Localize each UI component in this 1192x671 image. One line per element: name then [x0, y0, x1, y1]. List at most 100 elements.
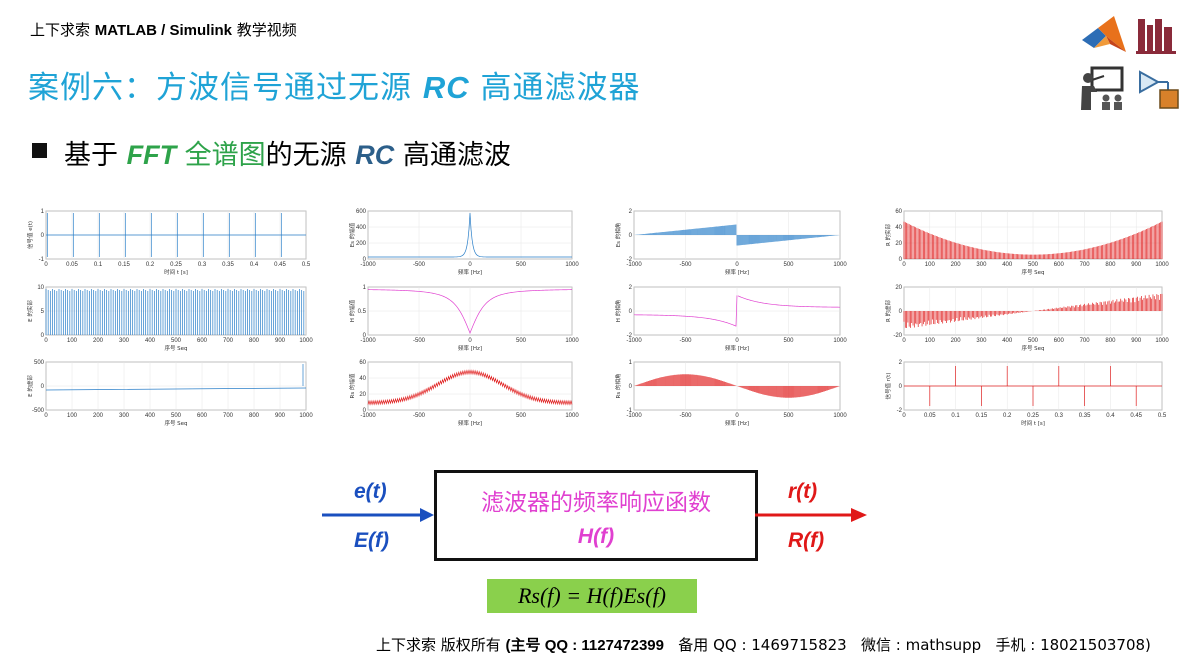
x-tick-label: 0.2 [146, 262, 155, 268]
y-tick-label: 1 [629, 360, 633, 366]
y-axis-label: R 的实部 [884, 223, 892, 246]
x-tick-label: 200 [93, 413, 104, 419]
y-tick-label: 0 [629, 384, 633, 390]
output-freq-label: R(f) [788, 529, 825, 552]
y-axis-label: H 的幅值 [348, 299, 356, 322]
x-tick-label: 0 [735, 338, 739, 344]
x-tick-label: -500 [679, 262, 692, 268]
x-tick-label: -1000 [626, 262, 642, 268]
y-tick-label: 600 [356, 209, 367, 215]
books-icon [1136, 15, 1176, 59]
y-tick-label: 500 [34, 360, 45, 366]
filter-title: 滤波器的频率响应函数 [481, 490, 711, 516]
plot-trace [634, 374, 840, 398]
output-arrow [755, 508, 867, 522]
x-tick-label: 500 [171, 413, 182, 419]
y-tick-label: 60 [895, 209, 902, 215]
y-tick-label: 0 [899, 384, 903, 390]
x-axis-label: 频率 [Hz] [458, 419, 482, 427]
x-tick-label: -500 [413, 413, 426, 419]
input-freq-label: E(f) [354, 529, 389, 552]
x-tick-label: 1000 [565, 262, 579, 268]
x-tick-label: -500 [413, 338, 426, 344]
subplot-2: 0 100 200 300 400 500 600 700 800 900 1000 10 5 0 序号 S… [26, 285, 313, 359]
plot-trace [903, 293, 1163, 328]
y-tick-label: 20 [359, 392, 366, 398]
plot-trace [367, 369, 573, 406]
subplot-3: 0 100 200 300 400 500 600 700 800 900 1000 500 0 -500… [26, 360, 313, 434]
bullet-square-icon [32, 143, 47, 158]
y-tick-label: 1 [363, 285, 367, 291]
x-axis-label: 序号 Seq [164, 344, 187, 352]
y-tick-label: 0 [363, 333, 367, 339]
y-tick-label: 2 [629, 209, 633, 215]
x-tick-label: 0 [44, 262, 48, 268]
y-tick-label: -2 [897, 408, 903, 414]
subplot-9: -1000 -500 0 500 1000 1 0 -1 频率 [Hz] Rs 的相角 [614, 360, 847, 434]
x-tick-label: 0 [468, 413, 472, 419]
x-tick-label: 100 [925, 262, 936, 268]
subplot-10: 0 100 200 300 400 500 600 700 800 900 1000 60 40 20 0 序… [884, 209, 1169, 283]
x-tick-label: 0.25 [1027, 413, 1039, 419]
x-tick-label: 100 [67, 338, 78, 344]
x-tick-label: 0.15 [118, 262, 130, 268]
y-tick-label: 10 [37, 285, 44, 291]
x-tick-label: 400 [1002, 338, 1013, 344]
x-tick-label: 1000 [833, 338, 847, 344]
subplot-12: 0 0.05 0.1 0.15 0.2 0.25 0.3 0.35 0.4 0.45 0.5 2 0 -2… [884, 360, 1168, 434]
y-tick-label: 200 [356, 241, 367, 247]
page-title: 案例六：方波信号通过无源 RC 高通滤波器 [28, 70, 641, 106]
y-tick-label: 1 [41, 209, 45, 215]
x-tick-label: 0.15 [976, 413, 988, 419]
x-tick-label: 400 [145, 338, 156, 344]
x-tick-label: 1000 [1155, 338, 1169, 344]
x-tick-label: 700 [223, 413, 234, 419]
plot-trace [633, 295, 841, 327]
x-tick-label: 0.45 [1130, 413, 1142, 419]
x-tick-label: 0 [902, 262, 906, 268]
x-tick-label: 500 [516, 413, 527, 419]
y-axis-label: H 的相角 [614, 300, 622, 322]
x-tick-label: 1000 [833, 413, 847, 419]
x-tick-label: 800 [1105, 338, 1116, 344]
y-tick-label: 20 [895, 241, 902, 247]
y-tick-label: 0 [41, 384, 45, 390]
x-axis-label: 频率 [Hz] [725, 268, 749, 276]
x-tick-label: -1000 [360, 338, 376, 344]
subplot-6: -1000 -500 0 500 1000 60 40 20 0 频率 [Hz] Rs 的幅值 [348, 360, 579, 434]
footer-copyright: 上下求索 版权所有 (主号 QQ : 1127472399 备用 QQ : 14… [376, 636, 1151, 654]
plot-trace [904, 366, 1162, 406]
plot-trace [634, 224, 840, 246]
x-tick-label: 900 [1131, 262, 1142, 268]
y-tick-label: 0.5 [358, 309, 367, 315]
x-tick-label: 500 [1028, 338, 1039, 344]
x-tick-label: 0.05 [924, 413, 936, 419]
x-tick-label: 0.35 [1079, 413, 1091, 419]
y-tick-label: -2 [627, 257, 633, 263]
input-arrow [322, 508, 434, 522]
x-tick-label: -500 [679, 338, 692, 344]
y-tick-label: 0 [41, 333, 45, 339]
x-tick-label: 0 [735, 262, 739, 268]
x-tick-label: 1000 [299, 413, 313, 419]
subplot-4: -1000 -500 0 500 1000 600 400 200 0 频率 [Hz] Es 的幅值 [348, 209, 579, 283]
x-axis-label: 序号 Seq [1021, 268, 1044, 276]
x-tick-label: 1000 [1155, 262, 1169, 268]
x-tick-label: 500 [171, 338, 182, 344]
y-tick-label: 40 [359, 376, 366, 382]
x-tick-label: 100 [925, 338, 936, 344]
x-tick-label: 600 [197, 338, 208, 344]
y-tick-label: 2 [629, 285, 633, 291]
y-tick-label: 0 [41, 233, 45, 239]
y-axis-label: 信号值 e(t) [26, 221, 34, 249]
x-tick-label: 0.1 [94, 262, 103, 268]
x-tick-label: 100 [67, 413, 78, 419]
x-tick-label: 0.2 [1003, 413, 1012, 419]
x-tick-label: 700 [223, 338, 234, 344]
x-tick-label: 500 [783, 413, 794, 419]
subplot-1: 0 0.05 0.1 0.15 0.2 0.25 0.3 0.35 0.4 0.45 0.5 1 0 -1… [26, 209, 312, 283]
y-axis-label: R 的虚部 [884, 299, 892, 322]
x-tick-label: 0.5 [302, 262, 311, 268]
x-tick-label: 0.45 [274, 262, 286, 268]
x-tick-label: 900 [275, 413, 286, 419]
